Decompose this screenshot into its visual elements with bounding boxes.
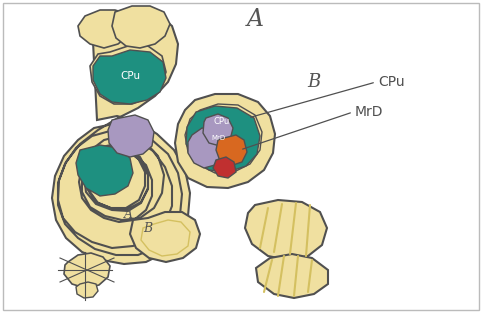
- Text: A: A: [123, 208, 133, 222]
- Text: B: B: [308, 73, 321, 91]
- Polygon shape: [112, 6, 170, 48]
- Polygon shape: [64, 253, 110, 288]
- Polygon shape: [108, 115, 154, 157]
- Polygon shape: [186, 106, 260, 172]
- Text: CPu: CPu: [378, 75, 404, 89]
- Polygon shape: [175, 94, 275, 188]
- Text: MrD: MrD: [211, 135, 225, 141]
- Polygon shape: [216, 135, 247, 166]
- Text: MrD: MrD: [355, 105, 384, 119]
- Polygon shape: [185, 104, 262, 173]
- Polygon shape: [93, 50, 166, 104]
- Polygon shape: [256, 254, 328, 298]
- Polygon shape: [52, 10, 190, 264]
- Polygon shape: [141, 220, 190, 256]
- Text: CPu: CPu: [120, 71, 140, 81]
- Polygon shape: [245, 200, 327, 260]
- Text: CPu: CPu: [214, 117, 230, 126]
- Polygon shape: [203, 114, 233, 146]
- Polygon shape: [188, 128, 222, 168]
- Polygon shape: [76, 145, 133, 196]
- Polygon shape: [130, 212, 200, 262]
- Text: B: B: [144, 222, 153, 234]
- Polygon shape: [78, 10, 132, 48]
- Text: A: A: [246, 8, 264, 32]
- Polygon shape: [76, 282, 98, 298]
- Polygon shape: [90, 46, 166, 104]
- Polygon shape: [213, 157, 236, 178]
